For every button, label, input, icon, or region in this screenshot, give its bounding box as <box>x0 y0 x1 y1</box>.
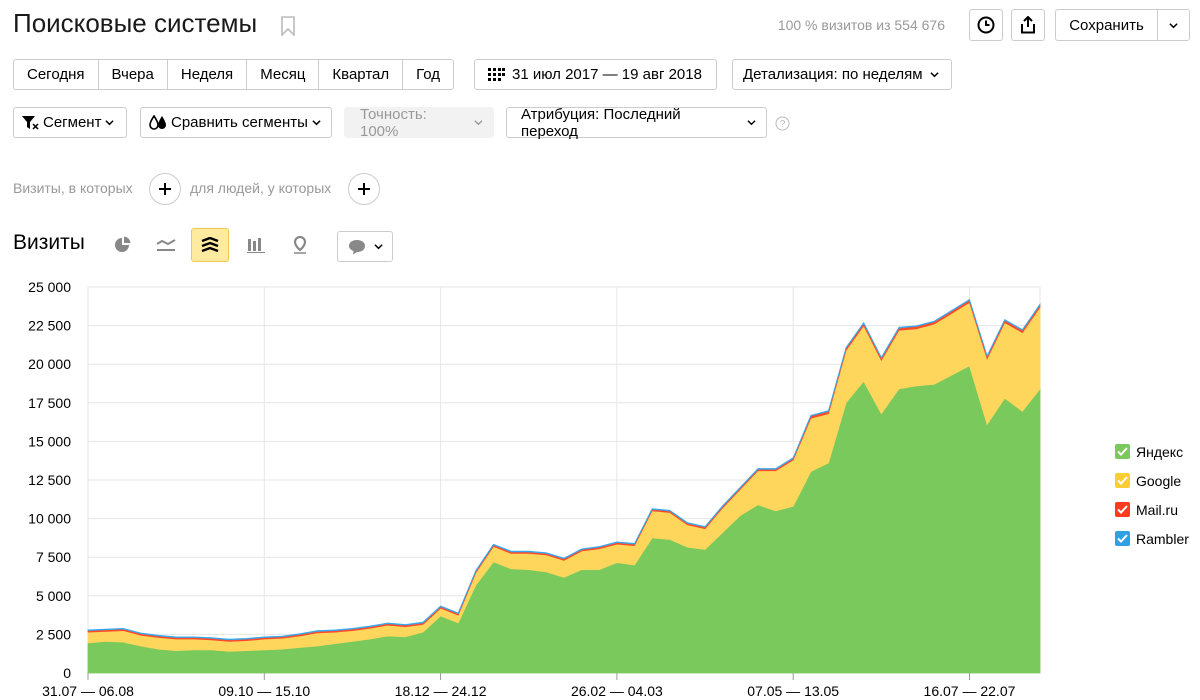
plus-icon <box>159 183 171 195</box>
y-tick-label: 22 500 <box>28 318 71 334</box>
period-quarter[interactable]: Квартал <box>319 60 404 89</box>
pie-chart-icon <box>115 236 131 252</box>
y-tick-label: 12 500 <box>28 472 71 488</box>
y-tick-label: 15 000 <box>28 433 71 449</box>
chevron-down-icon <box>474 120 483 126</box>
checkbox-icon <box>1115 473 1130 488</box>
map-button[interactable] <box>281 228 319 262</box>
detail-label: Детализация: по неделям <box>743 66 923 83</box>
chevron-down-icon <box>312 120 321 126</box>
bar-chart-icon <box>247 238 265 253</box>
add-people-condition-button[interactable] <box>348 173 380 205</box>
map-pin-icon <box>293 236 307 254</box>
visits-summary: 100 % визитов из 554 676 <box>777 17 945 33</box>
checkbox-icon <box>1115 444 1130 459</box>
compare-segments-label: Сравнить сегменты <box>171 114 308 131</box>
period-selector: Сегодня Вчера Неделя Месяц Квартал Год <box>13 59 455 90</box>
clock-icon <box>977 16 995 34</box>
line-chart-button[interactable] <box>147 228 185 262</box>
y-tick-label: 20 000 <box>28 356 71 372</box>
save-button[interactable]: Сохранить <box>1056 10 1158 40</box>
help-icon[interactable]: ? <box>775 116 790 131</box>
chart-axes: 0 2 500 5 000 7 500 10 000 12 500 15 000 17 500… <box>28 279 1015 699</box>
chevron-down-icon <box>373 244 383 250</box>
legend-label: Google <box>1136 472 1182 489</box>
period-year[interactable]: Год <box>416 66 441 83</box>
x-tick-label: 07.05 — 13.05 <box>747 683 839 699</box>
bar-chart-button[interactable] <box>237 228 275 262</box>
y-tick-label: 17 500 <box>28 395 71 411</box>
chevron-down-icon <box>929 72 939 78</box>
checkbox-icon <box>1115 502 1130 517</box>
line-chart-icon <box>156 239 176 251</box>
drops-icon <box>149 115 166 130</box>
chevron-down-icon <box>1169 22 1178 28</box>
save-button-group: Сохранить <box>1055 9 1190 41</box>
x-tick-label: 26.02 — 04.03 <box>571 683 663 699</box>
stacked-area-button[interactable] <box>191 228 229 262</box>
pie-chart-button[interactable] <box>103 228 141 262</box>
plus-icon <box>358 183 370 195</box>
y-tick-label: 25 000 <box>28 279 71 295</box>
accuracy-dropdown: Точность: 100% <box>344 105 494 140</box>
y-tick-label: 7 500 <box>36 549 71 565</box>
date-range-label: 31 июл 2017 — 19 авг 2018 <box>512 66 702 83</box>
chart-areas <box>87 298 1041 674</box>
y-tick-label: 0 <box>63 665 71 681</box>
period-today[interactable]: Сегодня <box>14 60 99 89</box>
bookmark-icon[interactable] <box>281 16 295 36</box>
attribution-label: Атрибуция: Последний переход <box>521 105 681 140</box>
accuracy-label: Точность: 100% <box>360 105 427 140</box>
annotations-dropdown[interactable] <box>337 231 393 262</box>
legend-item-google[interactable]: Google <box>1115 466 1189 495</box>
page-title: Поисковые системы <box>13 8 258 38</box>
compare-segments-button[interactable]: Сравнить сегменты <box>140 107 332 138</box>
y-tick-label: 10 000 <box>28 511 71 527</box>
history-button[interactable] <box>969 9 1003 41</box>
legend-item-rambler[interactable]: Rambler <box>1115 524 1189 553</box>
svg-text:?: ? <box>780 119 786 130</box>
add-visit-condition-button[interactable] <box>149 173 181 205</box>
share-icon <box>1021 16 1035 34</box>
period-month[interactable]: Месяц <box>247 60 320 89</box>
segment-button[interactable]: Сегмент <box>13 107 127 138</box>
chart-legend: Яндекс Google Mail.ru Rambler <box>1115 437 1189 553</box>
comment-icon <box>348 239 365 254</box>
segment-label: Сегмент <box>43 114 102 131</box>
people-filter-label: для людей, у которых <box>190 180 332 196</box>
legend-label: Яндекс <box>1136 443 1184 460</box>
area-series-rambler[interactable] <box>87 298 1041 641</box>
chart-section-title: Визиты <box>13 231 85 254</box>
checkbox-icon <box>1115 531 1130 546</box>
legend-label: Rambler <box>1136 530 1189 547</box>
detail-dropdown[interactable]: Детализация: по неделям <box>732 59 952 90</box>
attribution-dropdown[interactable]: Атрибуция: Последний переход <box>506 105 767 140</box>
date-range-button[interactable]: 31 июл 2017 — 19 авг 2018 <box>474 59 717 90</box>
chevron-down-icon <box>747 120 756 126</box>
x-tick-label: 09.10 — 15.10 <box>218 683 310 699</box>
chevron-down-icon <box>105 120 115 126</box>
legend-label: Mail.ru <box>1136 501 1179 518</box>
visits-chart: 0 2 500 5 000 7 500 10 000 12 500 15 000 17 500… <box>28 279 1041 699</box>
period-yesterday[interactable]: Вчера <box>99 60 168 89</box>
legend-item-mailru[interactable]: Mail.ru <box>1115 495 1189 524</box>
y-tick-label: 2 500 <box>36 626 71 642</box>
x-tick-label: 18.12 — 24.12 <box>395 683 487 699</box>
y-tick-label: 5 000 <box>36 588 71 604</box>
calendar-icon <box>488 68 505 81</box>
legend-item-yandex[interactable]: Яндекс <box>1115 437 1189 466</box>
export-button[interactable] <box>1011 9 1045 41</box>
visits-filter-label: Визиты, в которых <box>13 180 133 196</box>
filter-icon <box>22 116 39 130</box>
x-tick-label: 31.07 — 06.08 <box>42 683 134 699</box>
save-menu-button[interactable] <box>1158 10 1189 40</box>
stacked-area-icon <box>201 237 219 253</box>
period-week[interactable]: Неделя <box>168 60 248 89</box>
x-tick-label: 16.07 — 22.07 <box>924 683 1016 699</box>
